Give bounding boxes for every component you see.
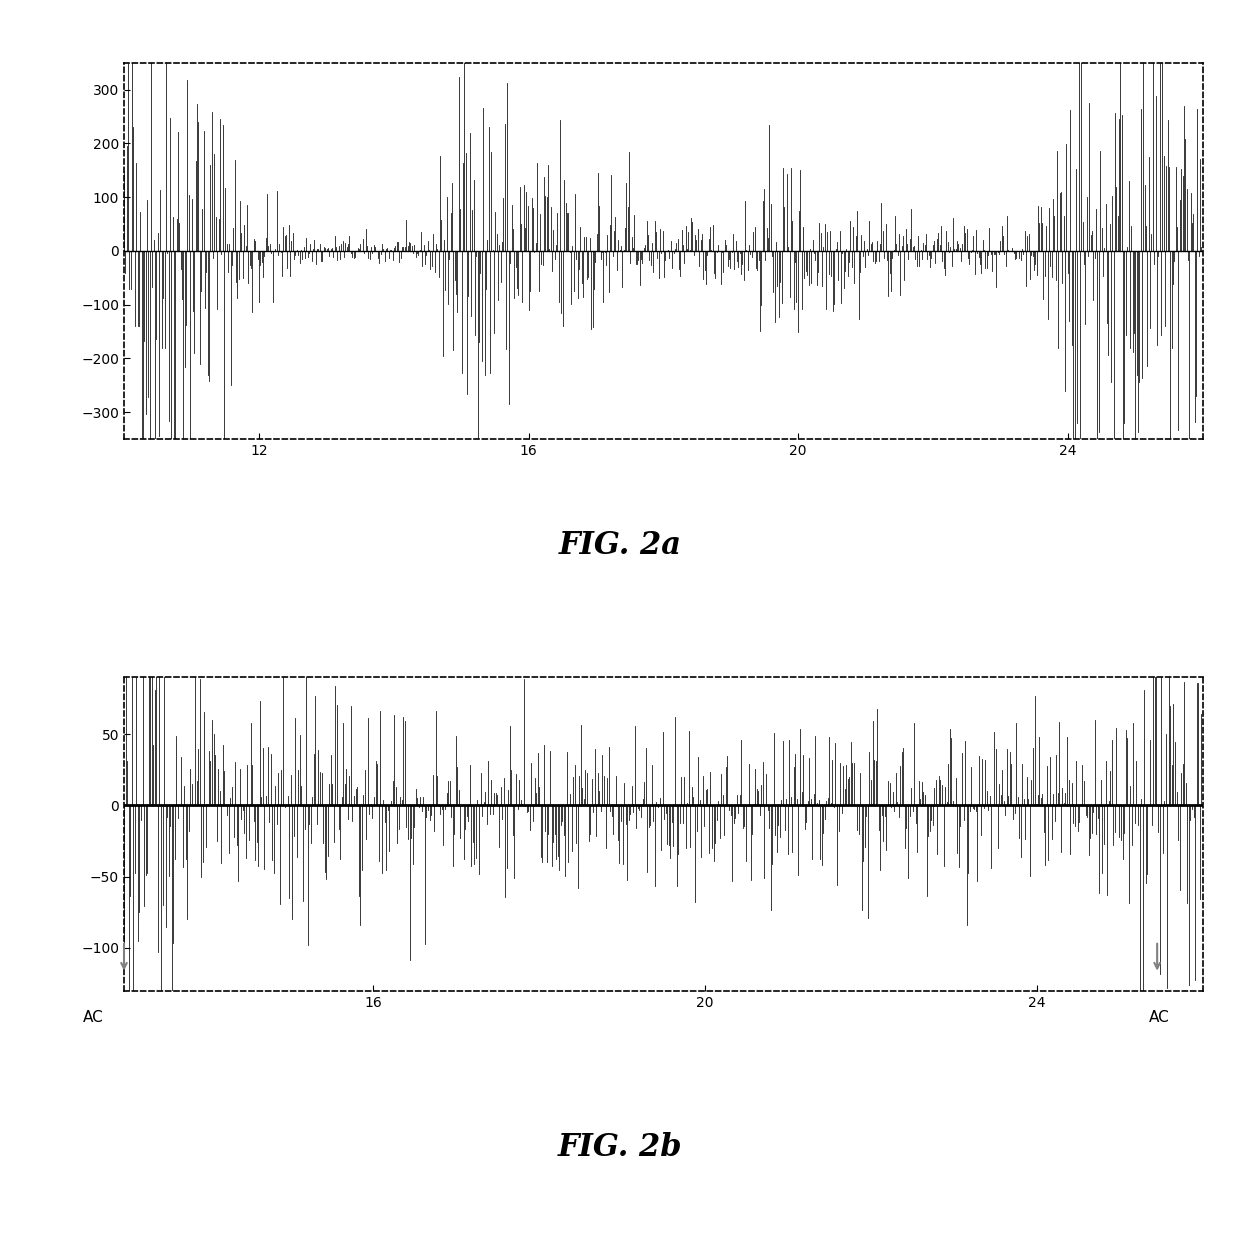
Text: AC: AC <box>83 1009 103 1025</box>
Text: AC: AC <box>1148 1009 1169 1025</box>
Text: FIG. 2b: FIG. 2b <box>558 1132 682 1162</box>
Text: FIG. 2a: FIG. 2a <box>558 530 682 561</box>
